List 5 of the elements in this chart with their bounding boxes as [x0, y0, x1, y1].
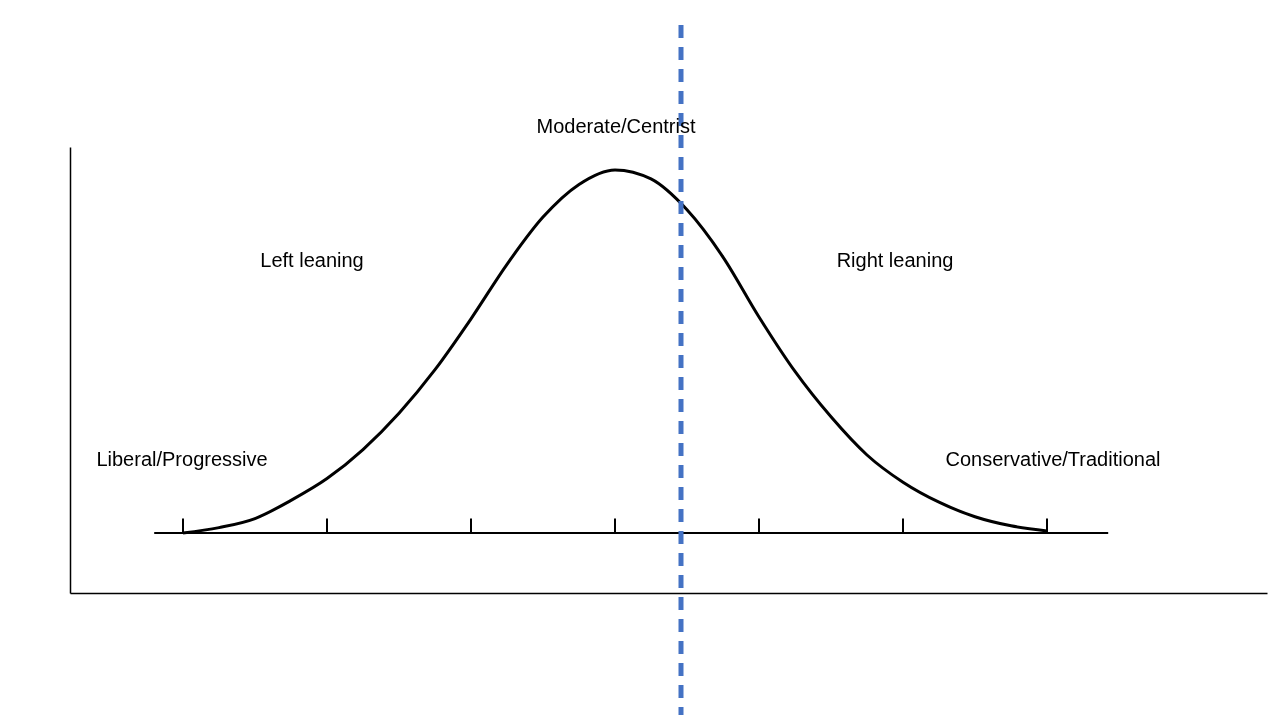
annotation: Right leaning [836, 249, 954, 271]
annotation: Conservative/Traditional [945, 448, 1161, 470]
annotation: Liberal/Progressive [96, 448, 268, 470]
annotation: Left leaning [260, 249, 364, 271]
text: Moderate/Centrist [536, 115, 696, 137]
